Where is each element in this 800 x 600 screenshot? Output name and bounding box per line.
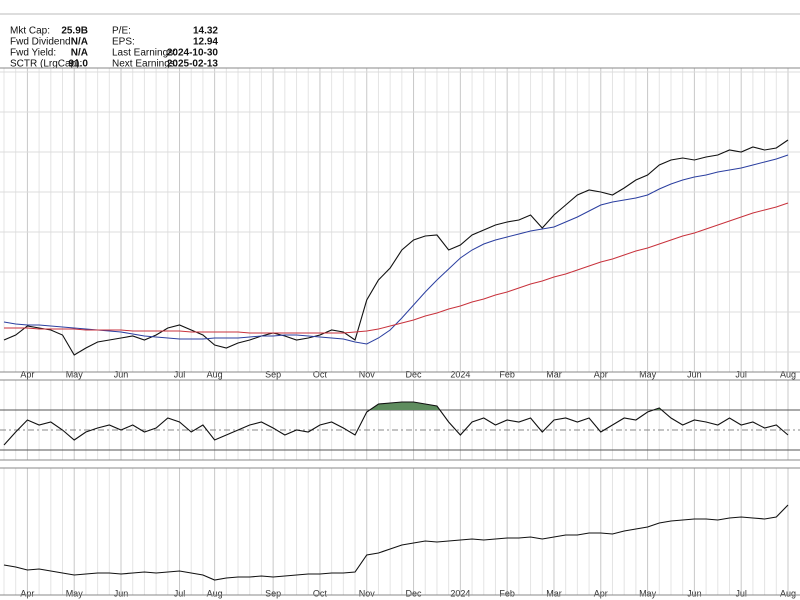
panel-background <box>0 380 800 460</box>
x-tick-label: Jun <box>687 588 702 598</box>
x-tick-label: Feb <box>499 369 515 379</box>
x-tick-label: May <box>639 588 657 598</box>
x-tick-label: Jul <box>735 588 747 598</box>
x-tick-label: Oct <box>313 588 328 598</box>
x-tick-label: Nov <box>359 588 376 598</box>
x-tick-label: Oct <box>313 369 328 379</box>
x-tick-label: Aug <box>207 588 223 598</box>
x-tick-label: Jun <box>114 369 129 379</box>
info-label: Mkt Cap: <box>10 26 50 37</box>
x-tick-label: Aug <box>780 588 796 598</box>
x-tick-label: May <box>66 588 84 598</box>
info-label: Fwd Dividend: <box>10 37 73 48</box>
x-tick-label: Sep <box>265 369 281 379</box>
x-tick-label: Apr <box>20 369 34 379</box>
info-value: N/A <box>71 37 88 48</box>
x-tick-label: Jun <box>114 588 129 598</box>
series-line <box>3 139 789 356</box>
series-line <box>3 401 789 446</box>
x-tick-label: Jul <box>174 588 186 598</box>
x-tick-label: Jun <box>687 369 702 379</box>
info-label: SCTR (LrgCap): <box>10 59 82 70</box>
x-tick-label: Sep <box>265 588 281 598</box>
info-value: 91.0 <box>69 59 89 70</box>
x-tick-label: May <box>66 369 84 379</box>
series-line <box>3 504 789 581</box>
x-tick-label: Aug <box>780 369 796 379</box>
info-value: 25.9B <box>61 26 88 37</box>
x-tick-label: 2024 <box>450 369 470 379</box>
x-tick-label: Mar <box>546 588 562 598</box>
info-label: Next Earnings: <box>112 59 178 70</box>
x-tick-label: Nov <box>359 369 376 379</box>
x-tick-label: Apr <box>594 588 608 598</box>
x-tick-label: 2024 <box>450 588 470 598</box>
x-tick-label: Apr <box>594 369 608 379</box>
rsi-overbought-area <box>4 402 788 410</box>
x-tick-label: May <box>639 369 657 379</box>
info-value: 2024-10-30 <box>167 48 219 59</box>
x-tick-label: Jul <box>174 369 186 379</box>
series-line <box>4 202 789 334</box>
x-tick-label: Dec <box>406 369 423 379</box>
x-tick-label: Apr <box>20 588 34 598</box>
info-value: 12.94 <box>193 37 218 48</box>
info-label: Fwd Yield: <box>10 48 56 59</box>
x-tick-label: Feb <box>499 588 515 598</box>
info-label: Last Earnings: <box>112 48 176 59</box>
info-value: N/A <box>71 48 88 59</box>
x-tick-label: Dec <box>406 588 423 598</box>
x-tick-label: Jul <box>735 369 747 379</box>
x-tick-label: Mar <box>546 369 562 379</box>
info-value: 2025-02-13 <box>167 59 219 70</box>
info-label: P/E: <box>112 26 131 37</box>
panel-background <box>0 468 800 595</box>
x-tick-label: Aug <box>207 369 223 379</box>
info-label: EPS: <box>112 37 135 48</box>
info-value: 14.32 <box>193 26 218 37</box>
panel-background <box>0 68 800 372</box>
